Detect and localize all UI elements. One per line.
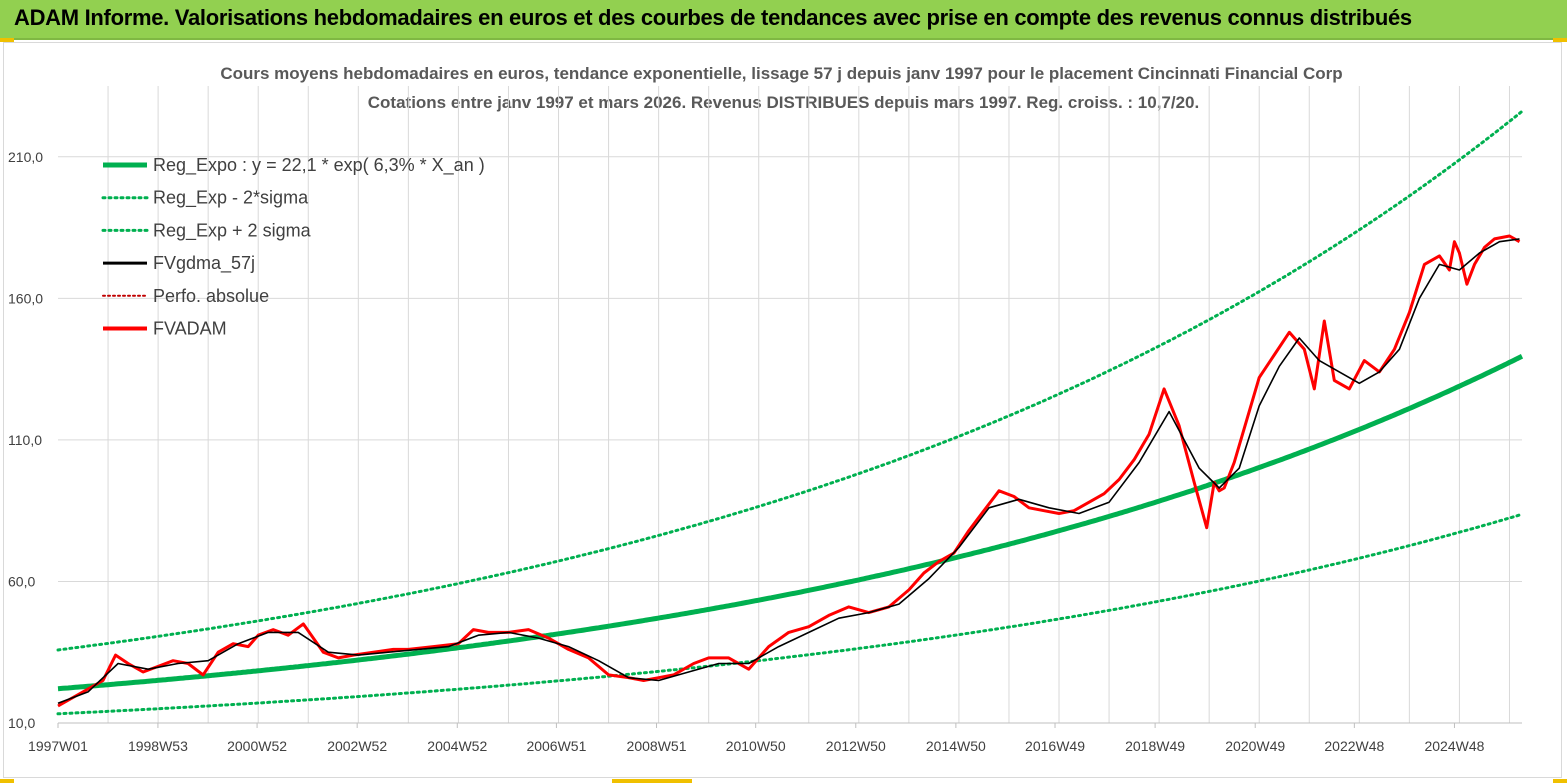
x-tick-label: 2024W48 bbox=[1424, 738, 1484, 754]
legend-item-reg-expo: Reg_Expo : y = 22,1 * exp( 6,3% * X_an ) bbox=[103, 155, 485, 176]
legend-label: Reg_Expo : y = 22,1 * exp( 6,3% * X_an ) bbox=[153, 155, 485, 176]
chart-legend: Reg_Expo : y = 22,1 * exp( 6,3% * X_an )… bbox=[101, 155, 485, 339]
frame-corner-marker bbox=[1553, 38, 1567, 42]
x-tick-label: 2022W48 bbox=[1324, 738, 1384, 754]
series-reg-exp-plus-2-sigma bbox=[56, 109, 1524, 652]
legend-item-perfo: Perfo. absolue bbox=[102, 286, 269, 306]
series-fvadam bbox=[57, 234, 1521, 708]
y-tick-label: 60,0 bbox=[8, 573, 35, 589]
x-tick-label: 2004W52 bbox=[427, 738, 487, 754]
y-tick-label: 110,0 bbox=[8, 432, 42, 448]
legend-item-fvadam: FVADAM bbox=[103, 319, 227, 339]
chart-title: Cours moyens hebdomadaires en euros, ten… bbox=[220, 64, 1343, 83]
series-fvgdma-57j bbox=[57, 238, 1520, 704]
legend-item-reg-exp-minus: Reg_Exp - 2*sigma bbox=[101, 188, 309, 209]
legend-item-fvgdma: FVgdma_57j bbox=[103, 253, 255, 274]
x-tick-label: 1998W53 bbox=[128, 738, 188, 754]
x-tick-label: 1997W01 bbox=[28, 738, 88, 754]
legend-label: Reg_Exp + 2 sigma bbox=[153, 220, 312, 241]
y-tick-label: 210,0 bbox=[8, 149, 43, 165]
x-tick-label: 2002W52 bbox=[327, 738, 387, 754]
series-reg-expo bbox=[57, 354, 1524, 692]
frame-corner-marker bbox=[1553, 779, 1567, 783]
y-axis-ticks: 10,0 60,0 110,0 160,0 210,0 bbox=[8, 149, 43, 731]
x-tick-label: 2014W50 bbox=[926, 738, 986, 754]
x-tick-label: 2020W49 bbox=[1225, 738, 1285, 754]
x-tick-label: 2016W49 bbox=[1025, 738, 1085, 754]
y-tick-label: 160,0 bbox=[8, 290, 43, 306]
page-title: ADAM Informe. Valorisations hebdomadaire… bbox=[14, 5, 1412, 30]
legend-label: Perfo. absolue bbox=[153, 286, 269, 306]
x-tick-label: 2010W50 bbox=[726, 738, 786, 754]
x-tick-label: 2018W49 bbox=[1125, 738, 1185, 754]
legend-label: FVADAM bbox=[153, 319, 227, 339]
legend-label: FVgdma_57j bbox=[153, 253, 255, 274]
x-tick-label: 2000W52 bbox=[227, 738, 287, 754]
series-reg-exp-minus-2-sigma bbox=[56, 512, 1524, 716]
frame-corner-marker bbox=[612, 779, 692, 783]
frame-corner-marker bbox=[0, 779, 14, 783]
x-tick-label: 2006W51 bbox=[526, 738, 586, 754]
frame-corner-marker bbox=[0, 38, 14, 42]
chart-frame bbox=[3, 42, 1562, 778]
chart-subtitle: Cotations entre janv 1997 et mars 2026. … bbox=[367, 93, 1200, 112]
chart-grid bbox=[58, 86, 1522, 724]
header-banner: ADAM Informe. Valorisations hebdomadaire… bbox=[0, 0, 1567, 40]
legend-label: Reg_Exp - 2*sigma bbox=[153, 188, 309, 209]
chart-series bbox=[56, 109, 1524, 716]
x-axis-ticks: 1997W01 1998W53 2000W52 2002W52 2004W52 2006W… bbox=[28, 723, 1485, 754]
y-tick-label: 10,0 bbox=[8, 715, 35, 731]
legend-item-reg-exp-plus: Reg_Exp + 2 sigma bbox=[101, 220, 312, 241]
x-tick-label: 2008W51 bbox=[627, 738, 687, 754]
x-tick-label: 2012W50 bbox=[826, 738, 886, 754]
